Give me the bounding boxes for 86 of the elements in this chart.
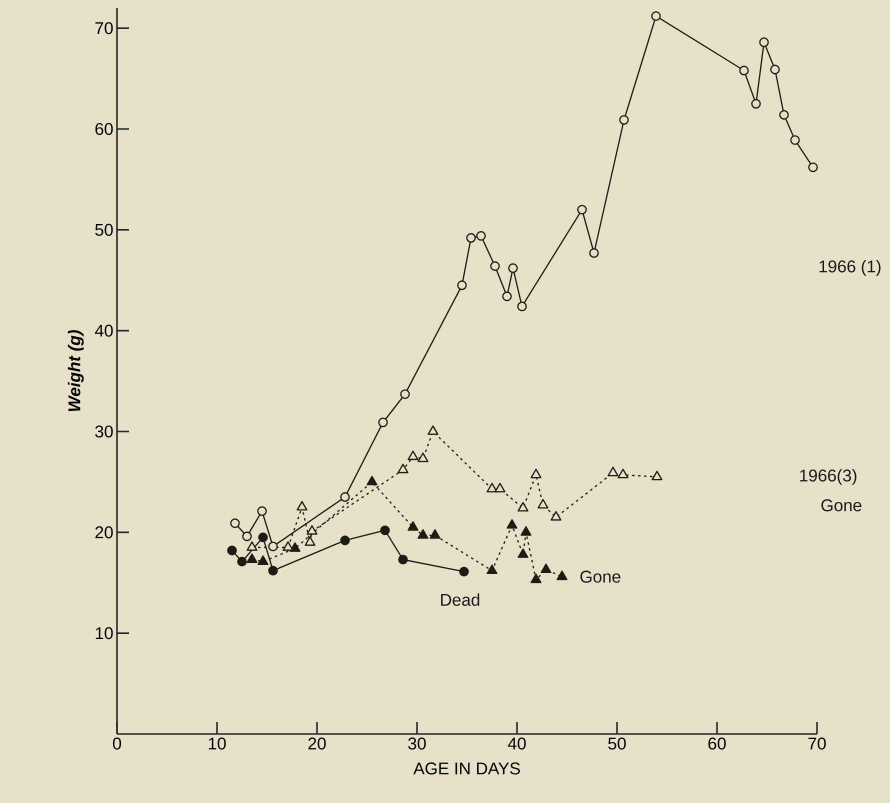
x-tick-label: 60 bbox=[708, 738, 726, 750]
x-tick-label: 0 bbox=[112, 738, 122, 750]
point bbox=[227, 546, 237, 556]
annotation: Gone bbox=[580, 570, 620, 583]
point bbox=[759, 37, 769, 48]
point bbox=[779, 110, 789, 120]
point bbox=[494, 482, 506, 492]
point bbox=[517, 302, 527, 312]
point bbox=[408, 450, 418, 460]
y-tick-label: 60 bbox=[95, 122, 113, 136]
point bbox=[304, 536, 316, 546]
y-axis-title: Weight (g) bbox=[68, 330, 84, 412]
point bbox=[230, 518, 240, 528]
point bbox=[577, 204, 587, 215]
point bbox=[257, 506, 267, 516]
text: Gone bbox=[821, 499, 862, 512]
point bbox=[770, 64, 780, 74]
x-axis-title: AGE IN DAYS bbox=[413, 762, 520, 774]
point bbox=[306, 525, 318, 535]
point bbox=[486, 482, 498, 492]
point bbox=[751, 98, 761, 109]
point bbox=[340, 536, 350, 546]
point bbox=[530, 574, 542, 584]
point bbox=[459, 566, 469, 577]
point bbox=[619, 115, 629, 125]
y-tick-label: 70 bbox=[95, 22, 113, 34]
x-tick-label: 20 bbox=[308, 738, 326, 750]
point bbox=[790, 135, 800, 145]
point bbox=[296, 500, 308, 511]
point bbox=[518, 548, 528, 558]
point bbox=[408, 521, 418, 531]
point bbox=[518, 502, 528, 512]
point bbox=[618, 468, 628, 478]
point bbox=[808, 162, 818, 172]
point bbox=[340, 492, 350, 502]
point bbox=[651, 11, 661, 21]
point bbox=[486, 564, 498, 574]
point bbox=[589, 248, 599, 258]
annotation: 1966(3) bbox=[800, 469, 856, 485]
point bbox=[608, 466, 618, 476]
point bbox=[398, 464, 408, 474]
point bbox=[418, 529, 428, 539]
point bbox=[378, 418, 388, 428]
point bbox=[418, 452, 428, 462]
point bbox=[530, 468, 542, 478]
x-tick-label: 70 bbox=[808, 738, 826, 750]
y-tick-label: 40 bbox=[94, 324, 113, 337]
annotation: Dead bbox=[441, 593, 480, 606]
point bbox=[246, 541, 258, 551]
point bbox=[258, 532, 268, 542]
point bbox=[652, 470, 662, 480]
x-tick-label: 40 bbox=[508, 738, 526, 750]
point bbox=[366, 476, 378, 486]
point bbox=[466, 233, 476, 243]
point bbox=[476, 231, 486, 241]
point bbox=[502, 292, 512, 302]
point bbox=[400, 389, 410, 400]
point bbox=[520, 526, 532, 536]
y-tick-label: 10 bbox=[96, 627, 113, 640]
point bbox=[430, 529, 440, 539]
y-tick-label: 50 bbox=[95, 224, 113, 236]
point bbox=[258, 555, 268, 565]
point bbox=[246, 553, 258, 563]
point bbox=[237, 556, 247, 566]
point bbox=[428, 425, 438, 435]
y-tick-label: 30 bbox=[95, 425, 113, 438]
point bbox=[268, 542, 278, 552]
point bbox=[556, 570, 568, 580]
point bbox=[268, 566, 278, 576]
point bbox=[380, 525, 390, 536]
x-tick-label: 50 bbox=[608, 738, 626, 750]
point bbox=[506, 519, 518, 529]
point bbox=[490, 261, 500, 271]
x-tick-label: 10 bbox=[208, 738, 226, 750]
point bbox=[242, 532, 252, 542]
point bbox=[282, 541, 294, 551]
point bbox=[550, 511, 562, 521]
point bbox=[508, 263, 518, 273]
point bbox=[398, 554, 408, 564]
text: 1966 (1) bbox=[820, 260, 880, 276]
x-tick-label: 30 bbox=[408, 738, 426, 750]
y-tick-label: 20 bbox=[95, 526, 113, 538]
point bbox=[538, 498, 548, 509]
point bbox=[739, 66, 749, 76]
point bbox=[457, 280, 467, 290]
point bbox=[540, 563, 552, 574]
